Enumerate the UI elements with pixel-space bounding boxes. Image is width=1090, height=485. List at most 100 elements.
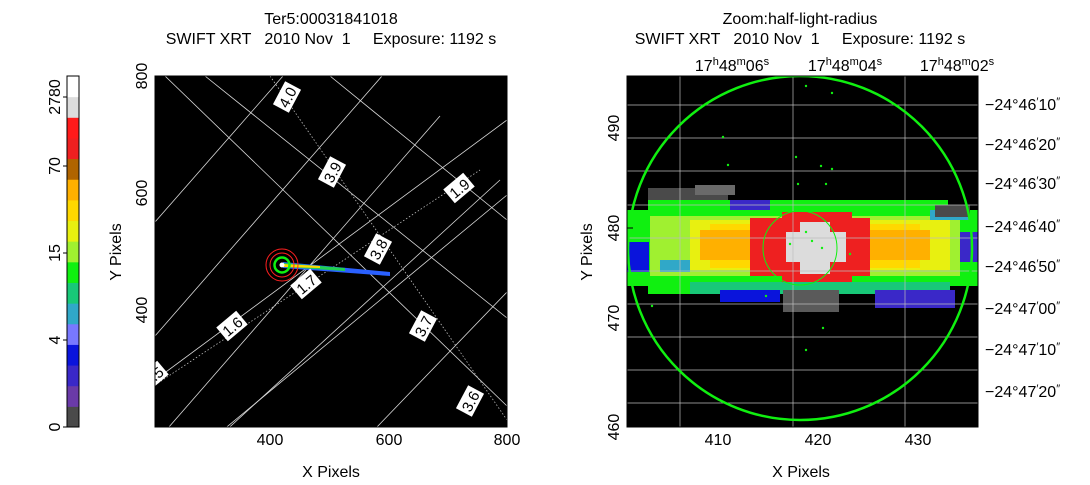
photon-event bbox=[848, 252, 852, 256]
coordinate-grid-line bbox=[164, 76, 507, 407]
contour-label-box bbox=[290, 268, 322, 300]
heatmap-block bbox=[783, 290, 839, 312]
y-tick-label: 400 bbox=[134, 297, 151, 324]
dec-unit: ″ bbox=[1056, 96, 1060, 108]
contour-label-box bbox=[317, 156, 347, 188]
photon-event bbox=[764, 294, 768, 298]
colorbar-tick-label: 70 bbox=[47, 157, 64, 175]
photon-event bbox=[726, 163, 730, 167]
y-axis-label: Y Pixels bbox=[108, 223, 125, 281]
dec-unit: ″ bbox=[1056, 341, 1060, 353]
dec-unit: ″ bbox=[1056, 175, 1060, 187]
colorbar-tick-label: 15 bbox=[47, 244, 64, 262]
source-streak-bright bbox=[283, 264, 320, 268]
dec-value: 20 bbox=[1038, 384, 1056, 401]
contour-label-box bbox=[272, 81, 302, 113]
dec-value: −24°46 bbox=[985, 97, 1036, 114]
colorbar-segment bbox=[67, 261, 79, 283]
heatmap-block bbox=[695, 185, 735, 195]
colorbar-segment bbox=[67, 179, 79, 201]
y-tick-label: 490 bbox=[606, 115, 623, 142]
colorbar-segment bbox=[67, 282, 79, 304]
colorbar: 0 4 15 70 2780 bbox=[47, 75, 80, 431]
x-tick-label: 410 bbox=[705, 432, 732, 449]
x-axis-label: X Pixels bbox=[772, 464, 830, 481]
contour-label-box bbox=[443, 172, 475, 204]
ra-value: 04 bbox=[859, 58, 877, 75]
coordinate-grid-line bbox=[155, 76, 284, 223]
coordinate-grid-line bbox=[329, 76, 507, 221]
dec-tick-label: −24°46′30″ bbox=[985, 175, 1060, 193]
source-core bbox=[279, 262, 285, 268]
dec-value: 20 bbox=[1038, 137, 1056, 154]
left-panel-title: Ter5:00031841018 SWIFT XRT 2010 Nov 1 Ex… bbox=[155, 10, 507, 50]
photon-event bbox=[794, 155, 798, 159]
x-tick-label: 430 bbox=[905, 432, 932, 449]
left-title-line2: SWIFT XRT 2010 Nov 1 Exposure: 1192 s bbox=[165, 31, 497, 48]
y-axis-label: Y Pixels bbox=[579, 223, 596, 281]
colorbar-segment bbox=[67, 365, 79, 387]
contour-label-box bbox=[408, 310, 438, 342]
photon-event bbox=[804, 84, 808, 88]
photon-event bbox=[830, 91, 834, 95]
dec-value: 10 bbox=[1038, 342, 1056, 359]
right-title-line1: Zoom:half-light-radius bbox=[722, 11, 878, 28]
dec-value: 30 bbox=[1038, 176, 1056, 193]
coordinate-grid-line bbox=[226, 194, 507, 427]
dec-tick-label: −24°47′00″ bbox=[985, 300, 1060, 318]
colorbar-segment bbox=[67, 323, 79, 345]
colorbar-segment bbox=[67, 344, 79, 366]
photon-event bbox=[650, 304, 654, 308]
y-tick-label: 470 bbox=[606, 305, 623, 332]
right-title-line2: SWIFT XRT 2010 Nov 1 Exposure: 1192 s bbox=[634, 31, 966, 48]
ra-unit: s bbox=[989, 56, 995, 68]
y-tick-label: 800 bbox=[134, 63, 151, 90]
colorbar-segment bbox=[67, 303, 79, 325]
colorbar-segment bbox=[67, 117, 79, 139]
colorbar-tick-label: 4 bbox=[47, 335, 64, 344]
colorbar-segment bbox=[67, 241, 79, 263]
dec-tick-label: −24°46′20″ bbox=[985, 136, 1060, 154]
x-axis-label: X Pixels bbox=[302, 464, 360, 481]
dec-unit: ′ bbox=[1036, 258, 1038, 270]
dec-value: 10 bbox=[1038, 97, 1056, 114]
y-tick-label: 600 bbox=[134, 180, 151, 207]
ra-value: 17 bbox=[695, 58, 713, 75]
photon-event bbox=[819, 164, 823, 168]
dec-unit: ″ bbox=[1056, 383, 1060, 395]
x-tick-label: 600 bbox=[376, 432, 403, 449]
dec-tick-label: −24°47′10″ bbox=[985, 341, 1060, 359]
ra-unit: s bbox=[877, 56, 883, 68]
right-plot-frame bbox=[626, 75, 979, 428]
photon-event bbox=[820, 246, 824, 250]
contour-label-box bbox=[363, 233, 393, 265]
dec-value: −24°47 bbox=[985, 384, 1036, 401]
heatmap-block bbox=[935, 205, 970, 217]
dec-unit: ″ bbox=[1056, 136, 1060, 148]
colorbar-segment bbox=[67, 199, 79, 222]
contour-label: 3.9 bbox=[317, 156, 347, 188]
colorbar-segment bbox=[67, 220, 79, 242]
dec-value: 40 bbox=[1038, 219, 1056, 236]
heatmap-block bbox=[875, 290, 955, 308]
left-title-line1: Ter5:00031841018 bbox=[264, 11, 398, 28]
photon-event bbox=[810, 239, 814, 243]
photon-event bbox=[804, 230, 808, 234]
ra-unit: m bbox=[850, 56, 859, 68]
half-light-circle bbox=[627, 76, 974, 422]
heatmap-block bbox=[960, 232, 978, 262]
dec-unit: ′ bbox=[1036, 136, 1038, 148]
photon-event bbox=[830, 167, 834, 171]
y-tick-label: 460 bbox=[606, 414, 623, 441]
dec-unit: ″ bbox=[1056, 300, 1060, 312]
ra-tick-label: 17h48m02s bbox=[920, 56, 995, 75]
photon-event bbox=[721, 135, 725, 139]
colorbar-segment bbox=[67, 76, 79, 98]
photon-event bbox=[824, 182, 828, 186]
left-plot-background bbox=[155, 76, 507, 427]
dec-value: −24°46 bbox=[985, 137, 1036, 154]
right-panel-title: Zoom:half-light-radius SWIFT XRT 2010 No… bbox=[600, 10, 1000, 50]
